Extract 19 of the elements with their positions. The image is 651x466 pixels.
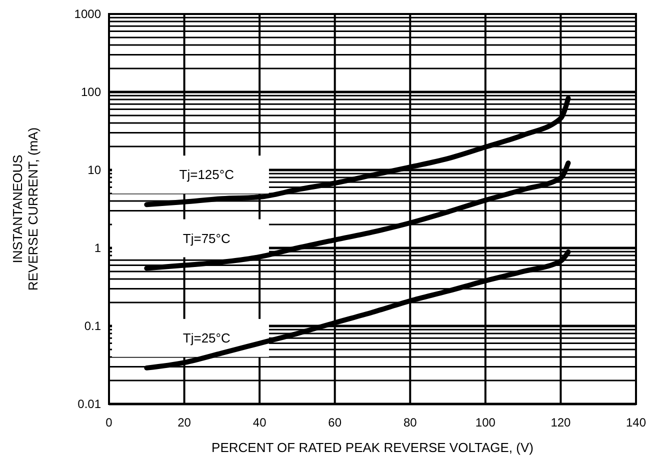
y-axis-title: INSTANTANEOUS REVERSE CURRENT, (mA) xyxy=(10,127,41,291)
y-tick-label: 0.1 xyxy=(84,318,102,333)
y-tick-label: 100 xyxy=(80,84,102,99)
y-tick-label: 1 xyxy=(94,240,102,255)
x-tick-label: 120 xyxy=(550,416,572,430)
x-tick-label: 80 xyxy=(403,416,418,430)
x-tick-label: 0 xyxy=(106,416,113,430)
x-axis-title: PERCENT OF RATED PEAK REVERSE VOLTAGE, (V) xyxy=(212,440,534,455)
x-tick-label: 20 xyxy=(178,416,192,430)
series-label: Tj=75°C xyxy=(182,230,230,246)
y-tick-label: 1000 xyxy=(74,6,102,21)
y-tick-label: 10 xyxy=(88,162,102,177)
series-label: Tj=125°C xyxy=(179,167,234,182)
y-tick-label: 0.01 xyxy=(78,396,102,411)
x-tick-label: 100 xyxy=(475,416,496,430)
x-tick-label: 40 xyxy=(252,416,267,430)
series-label: Tj=25°C xyxy=(182,330,230,346)
x-tick-label: 140 xyxy=(626,416,646,430)
x-tick-label: 60 xyxy=(328,416,342,430)
